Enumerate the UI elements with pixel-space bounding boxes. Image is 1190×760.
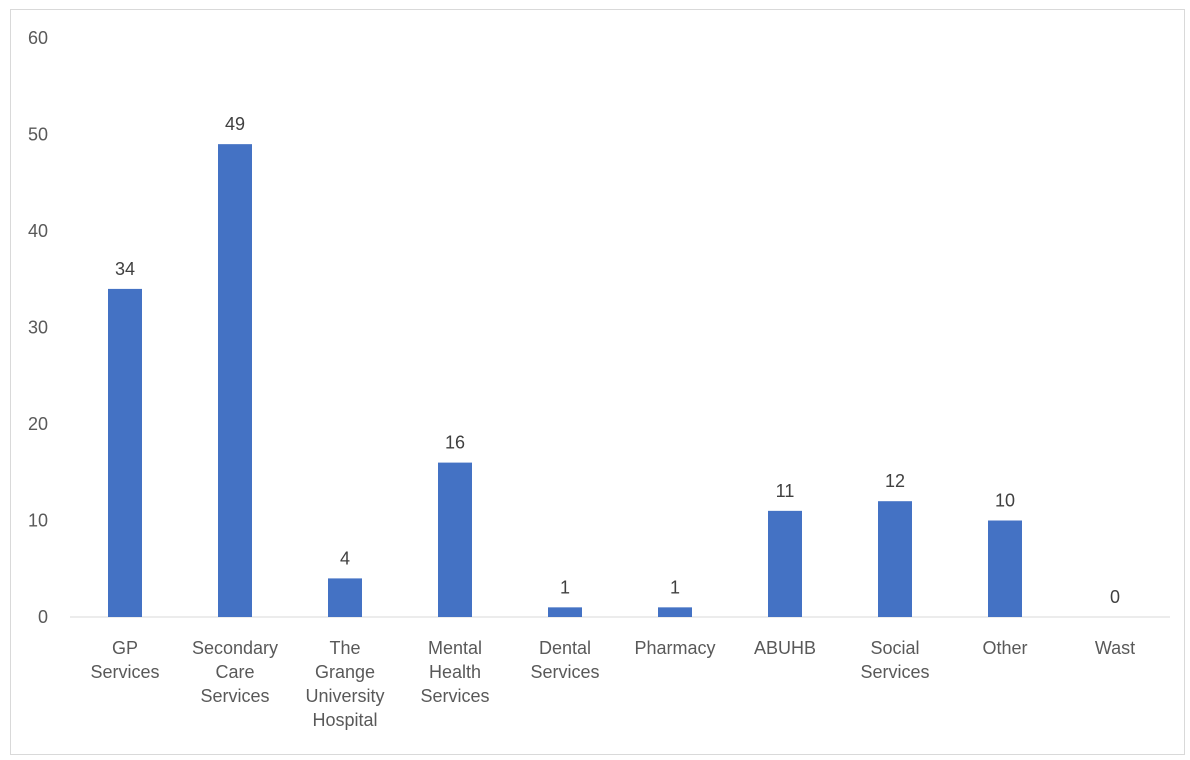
x-category-label: University (305, 686, 384, 706)
x-category-label: Dental (539, 638, 591, 658)
bar (218, 144, 252, 617)
x-category-label: Health (429, 662, 481, 682)
y-tick-label: 10 (28, 511, 48, 531)
y-tick-label: 30 (28, 318, 48, 338)
data-label: 12 (885, 471, 905, 491)
x-category-label: Mental (428, 638, 482, 658)
x-category-label: Hospital (312, 710, 377, 730)
x-category-label: Services (530, 662, 599, 682)
x-category-label: Services (420, 686, 489, 706)
x-category-label: Care (215, 662, 254, 682)
x-category-label: ABUHB (754, 638, 816, 658)
y-tick-label: 0 (38, 607, 48, 627)
bar (878, 501, 912, 617)
bar (438, 462, 472, 617)
data-label: 0 (1110, 587, 1120, 607)
bar (768, 510, 802, 617)
y-tick-label: 40 (28, 221, 48, 241)
x-category-label: Services (200, 686, 269, 706)
data-label: 1 (560, 577, 570, 597)
x-category-label: Secondary (192, 638, 278, 658)
data-label: 1 (670, 577, 680, 597)
data-label: 10 (995, 491, 1015, 511)
bar (328, 578, 362, 617)
x-category-label: GP (112, 638, 138, 658)
data-label: 4 (340, 548, 350, 568)
x-category-label: Wast (1095, 638, 1135, 658)
data-label: 49 (225, 114, 245, 134)
bar (548, 607, 582, 617)
x-category-label: The (329, 638, 360, 658)
x-category-label: Grange (315, 662, 375, 682)
chart-frame (10, 9, 1185, 755)
y-tick-label: 50 (28, 125, 48, 145)
x-category-label: Services (860, 662, 929, 682)
data-label: 16 (445, 433, 465, 453)
bar (988, 520, 1022, 617)
y-tick-label: 60 (28, 28, 48, 48)
x-category-label: Services (90, 662, 159, 682)
x-category-label: Social (870, 638, 919, 658)
x-category-label: Other (982, 638, 1027, 658)
bar (658, 607, 692, 617)
x-category-label: Pharmacy (634, 638, 715, 658)
bar (108, 288, 142, 617)
data-label: 11 (776, 481, 795, 501)
y-tick-label: 20 (28, 414, 48, 434)
data-label: 34 (115, 259, 135, 279)
